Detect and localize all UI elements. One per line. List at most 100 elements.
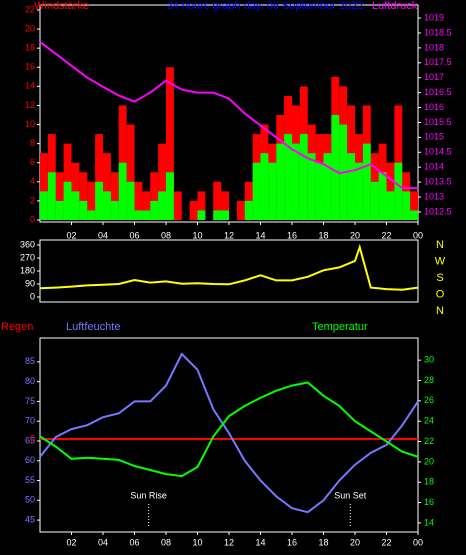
y-tick-label: 20 (25, 23, 35, 33)
series-line (39, 381, 419, 478)
y-tick-label: 6 (30, 157, 35, 167)
y2-tick-label: 1015 (424, 132, 444, 142)
wind-bar (87, 181, 96, 220)
y-axis-title: Windstärke (34, 0, 89, 12)
wind-bar (142, 191, 151, 220)
wind-bar (79, 172, 88, 220)
wind-bar (221, 210, 229, 220)
wind-bar (71, 191, 80, 220)
y2-tick-label: 1018.5 (424, 27, 452, 37)
compass-label: O (436, 288, 445, 300)
y-tick-label: 10 (25, 119, 35, 129)
wind-bar (347, 153, 355, 220)
wind-bar (244, 200, 253, 220)
y-tick-label: 80 (25, 376, 35, 386)
y2-tick-label: 14 (424, 517, 434, 527)
x-tick-label: 14 (255, 537, 265, 547)
y-tick-label: 65 (25, 435, 35, 445)
x-tick-label: 16 (287, 537, 297, 547)
wind-bar (386, 191, 395, 220)
compass-label: S (436, 272, 443, 284)
x-tick-label: 06 (129, 537, 139, 547)
wind-bar (410, 210, 418, 220)
y-tick-label: 45 (25, 514, 35, 524)
wind-bar (252, 162, 261, 220)
y-tick-label: 180 (20, 265, 35, 275)
x-tick-label: 10 (192, 537, 202, 547)
wind-bar (213, 181, 222, 220)
y-tick-label: 75 (25, 396, 35, 406)
wind-bar (134, 181, 143, 220)
wind-bar (158, 143, 166, 220)
wind-bar (95, 134, 103, 220)
wind-bar (126, 124, 135, 220)
wind-bar (410, 191, 418, 220)
y-tick-label: 22 (25, 4, 35, 14)
x-tick-label: 08 (161, 230, 171, 240)
wind-bar (236, 200, 245, 220)
wind-bar (307, 153, 316, 220)
x-tick-label: 10 (192, 230, 202, 240)
compass-label: W (435, 255, 446, 267)
x-tick-label: 02 (66, 537, 76, 547)
y-tick-label: 70 (25, 416, 35, 426)
y-tick-label: 60 (25, 455, 35, 465)
y2-tick-label: 26 (424, 395, 434, 405)
wind-bar (189, 200, 198, 220)
x-tick-label: 00 (413, 230, 423, 240)
wind-bar (103, 191, 111, 220)
wind-bar (276, 143, 285, 220)
x-tick-label: 14 (255, 230, 265, 240)
wind-bar (166, 172, 174, 220)
x-tick-label: 00 (413, 537, 423, 547)
wind-bar (197, 191, 206, 220)
y2-tick-label: 1017.5 (424, 57, 452, 67)
wind-bar (150, 172, 159, 220)
wind-bar (213, 210, 222, 220)
wind-bar (55, 200, 64, 220)
y-tick-label: 8 (30, 138, 35, 148)
y-tick-label: 85 (25, 356, 35, 366)
y2-tick-label: 1012.5 (424, 206, 452, 216)
wind-bar (118, 162, 127, 220)
wind-bar (95, 181, 103, 220)
x-tick-label: 16 (287, 230, 297, 240)
y2-tick-label: 28 (424, 375, 434, 385)
y2-tick-label: 18 (424, 477, 434, 487)
y-tick-label: 12 (25, 100, 35, 110)
wind-bar (134, 210, 143, 220)
wind-bar (55, 172, 64, 220)
compass-label: N (436, 305, 444, 317)
wind-bar (260, 153, 269, 220)
wind-bar (355, 162, 363, 220)
y2-tick-label: 1018 (424, 42, 444, 52)
y2-tick-label: 1019 (424, 12, 444, 22)
x-tick-label: 04 (98, 230, 108, 240)
wind-bar (197, 210, 206, 220)
wind-bar (40, 153, 48, 220)
wind-bar (126, 181, 135, 220)
wind-bar (221, 191, 229, 220)
y-tick-label: 50 (25, 495, 35, 505)
y2-tick-label: 1014 (424, 162, 444, 172)
y2-tick-label: 1016.5 (424, 87, 452, 97)
wind-bar (402, 191, 411, 220)
wind-bar (79, 200, 88, 220)
wind-bar (142, 210, 151, 220)
series-line (39, 243, 419, 291)
x-tick-label: 20 (350, 537, 360, 547)
wind-bar (299, 134, 308, 220)
y2-tick-label: 20 (424, 456, 434, 466)
y-tick-label: 0 (30, 291, 35, 301)
x-tick-label: 12 (224, 230, 234, 240)
wind-bar (362, 143, 371, 220)
annotation: Sun Set (334, 490, 367, 500)
y-tick-label: 0 (30, 214, 35, 224)
series-line (39, 352, 419, 514)
x-tick-label: 12 (224, 537, 234, 547)
x-tick-label: 06 (129, 230, 139, 240)
chart-title: 24 hours graph day, 06 September 2022 (167, 0, 364, 12)
wind-bar (87, 210, 96, 220)
wind-bar (47, 172, 56, 220)
